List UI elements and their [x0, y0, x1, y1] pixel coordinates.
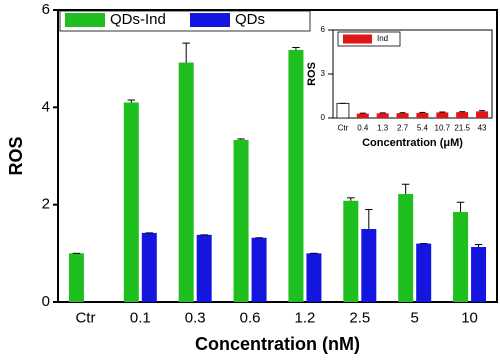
x-tick-label: 5	[411, 309, 419, 326]
x-tick-label: 21.5	[454, 123, 470, 132]
bar	[356, 113, 369, 118]
bar	[471, 247, 487, 302]
y-tick-label: 0	[42, 293, 50, 310]
x-axis-label: Concentration (nM)	[195, 334, 360, 354]
x-tick-label: 2.5	[349, 309, 370, 326]
x-tick-label: 10	[461, 309, 478, 326]
x-tick-label: 43	[478, 123, 487, 132]
bar	[416, 112, 429, 118]
x-tick-label: 0.4	[357, 123, 369, 132]
bar	[453, 211, 469, 302]
y-tick-label: 6	[321, 25, 326, 34]
y-axis-label: ROS	[306, 62, 318, 86]
bar	[141, 232, 157, 302]
legend-label: QDs-Ind	[110, 11, 166, 28]
bar	[251, 237, 267, 302]
bar	[178, 62, 194, 303]
x-tick-label: Ctr	[338, 123, 349, 132]
legend-label: QDs	[235, 11, 265, 28]
bar	[396, 113, 409, 118]
bar	[343, 200, 359, 302]
y-tick-label: 0	[321, 113, 326, 122]
y-tick-label: 2	[42, 196, 50, 213]
legend-swatch	[65, 13, 105, 27]
bar	[416, 243, 432, 302]
bar	[376, 113, 389, 118]
bar	[233, 139, 249, 302]
legend-swatch	[190, 13, 230, 27]
bar	[123, 102, 139, 302]
bar	[306, 253, 322, 302]
y-tick-label: 3	[321, 69, 326, 78]
bar	[68, 253, 84, 302]
bar	[361, 229, 377, 302]
bar	[436, 112, 449, 118]
bar	[476, 111, 489, 118]
x-tick-label: 2.7	[397, 123, 409, 132]
x-tick-label: 1.2	[295, 309, 316, 326]
bar	[196, 234, 212, 302]
legend-frame	[59, 10, 311, 32]
x-tick-label: 0.6	[240, 309, 261, 326]
x-tick-label: 5.4	[417, 123, 429, 132]
bar	[288, 49, 304, 303]
x-axis-label: Concentration (μM)	[362, 137, 463, 149]
bar	[336, 102, 350, 119]
x-tick-label: 1.3	[377, 123, 389, 132]
y-axis-label: ROS	[6, 136, 26, 175]
x-tick-label: 0.1	[130, 309, 151, 326]
x-tick-label: Ctr	[75, 309, 95, 326]
x-tick-label: 10.7	[435, 123, 451, 132]
legend-swatch	[343, 34, 372, 44]
plot-frame	[57, 9, 498, 303]
x-tick-label: 0.3	[185, 309, 206, 326]
y-tick-label: 4	[42, 98, 50, 115]
bar	[456, 112, 469, 118]
legend-label: Ind	[377, 34, 388, 43]
bar	[398, 193, 414, 302]
y-tick-label: 6	[42, 1, 50, 18]
